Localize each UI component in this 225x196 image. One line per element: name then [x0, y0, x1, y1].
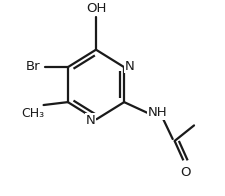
Text: N: N	[86, 114, 95, 127]
Text: OH: OH	[86, 2, 106, 15]
Text: O: O	[181, 166, 191, 180]
Text: CH₃: CH₃	[21, 107, 45, 120]
Text: Br: Br	[26, 60, 40, 73]
Text: NH: NH	[147, 106, 167, 119]
Text: N: N	[125, 60, 135, 73]
